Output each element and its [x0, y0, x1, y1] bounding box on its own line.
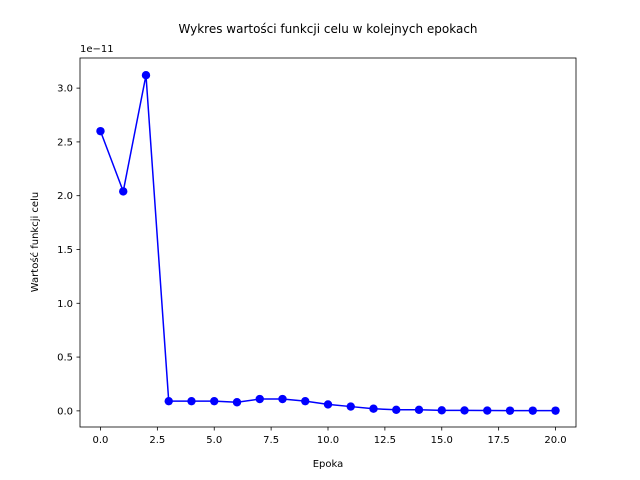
data-point-marker	[551, 406, 560, 415]
x-tick-label: 10.0	[317, 435, 339, 446]
y-tick-label: 2.5	[57, 137, 73, 148]
x-tick-label: 5.0	[206, 435, 222, 446]
y-tick-label: 0.5	[57, 353, 73, 364]
data-point-marker	[210, 396, 219, 406]
data-point-marker	[255, 394, 264, 404]
y-axis-offset-label: 1e−11	[80, 44, 114, 55]
y-axis-label: Wartość funkcji celu	[29, 192, 41, 292]
series-layer	[96, 71, 560, 415]
x-tick-label: 7.5	[263, 435, 279, 446]
x-tick-label: 17.5	[488, 435, 510, 446]
y-tick-label: 3.0	[57, 84, 73, 95]
x-axis: 0.0 2.5 5.0 7.5 10.0 12.5 15.0 17.5 20.0	[93, 427, 567, 446]
data-point-marker	[414, 405, 424, 414]
data-point-marker	[346, 402, 355, 411]
x-tick-label: 20.0	[544, 435, 566, 446]
data-point-marker	[232, 398, 242, 407]
data-point-marker	[460, 406, 469, 415]
data-point-marker	[187, 396, 196, 406]
data-point-marker	[119, 187, 128, 196]
data-point-marker	[323, 400, 333, 409]
data-point-marker	[437, 406, 446, 415]
data-point-marker	[505, 406, 515, 415]
data-point-marker	[96, 126, 105, 136]
y-axis: 0.0 0.5 1.0 1.5 2.0 2.5 3.0	[57, 84, 80, 417]
data-point-marker	[301, 396, 310, 406]
y-tick-label: 1.5	[57, 245, 73, 256]
data-point-marker	[164, 396, 173, 406]
y-tick-label: 0.0	[57, 406, 73, 417]
x-tick-label: 0.0	[93, 435, 109, 446]
data-point-marker	[369, 404, 378, 413]
data-point-marker	[483, 406, 492, 415]
y-tick-label: 2.0	[57, 191, 73, 202]
chart-title: Wykres wartości funkcji celu w kolejnych…	[178, 22, 477, 36]
y-tick-label: 1.0	[57, 299, 73, 310]
x-tick-label: 2.5	[149, 435, 165, 446]
x-tick-label: 12.5	[374, 435, 396, 446]
data-point-marker	[392, 405, 401, 414]
axes-frame	[79, 57, 577, 428]
x-axis-label: Epoka	[313, 459, 344, 470]
data-point-marker	[278, 394, 287, 404]
x-tick-label: 15.0	[431, 435, 453, 446]
data-point-marker	[141, 71, 151, 80]
data-point-marker	[528, 406, 537, 415]
